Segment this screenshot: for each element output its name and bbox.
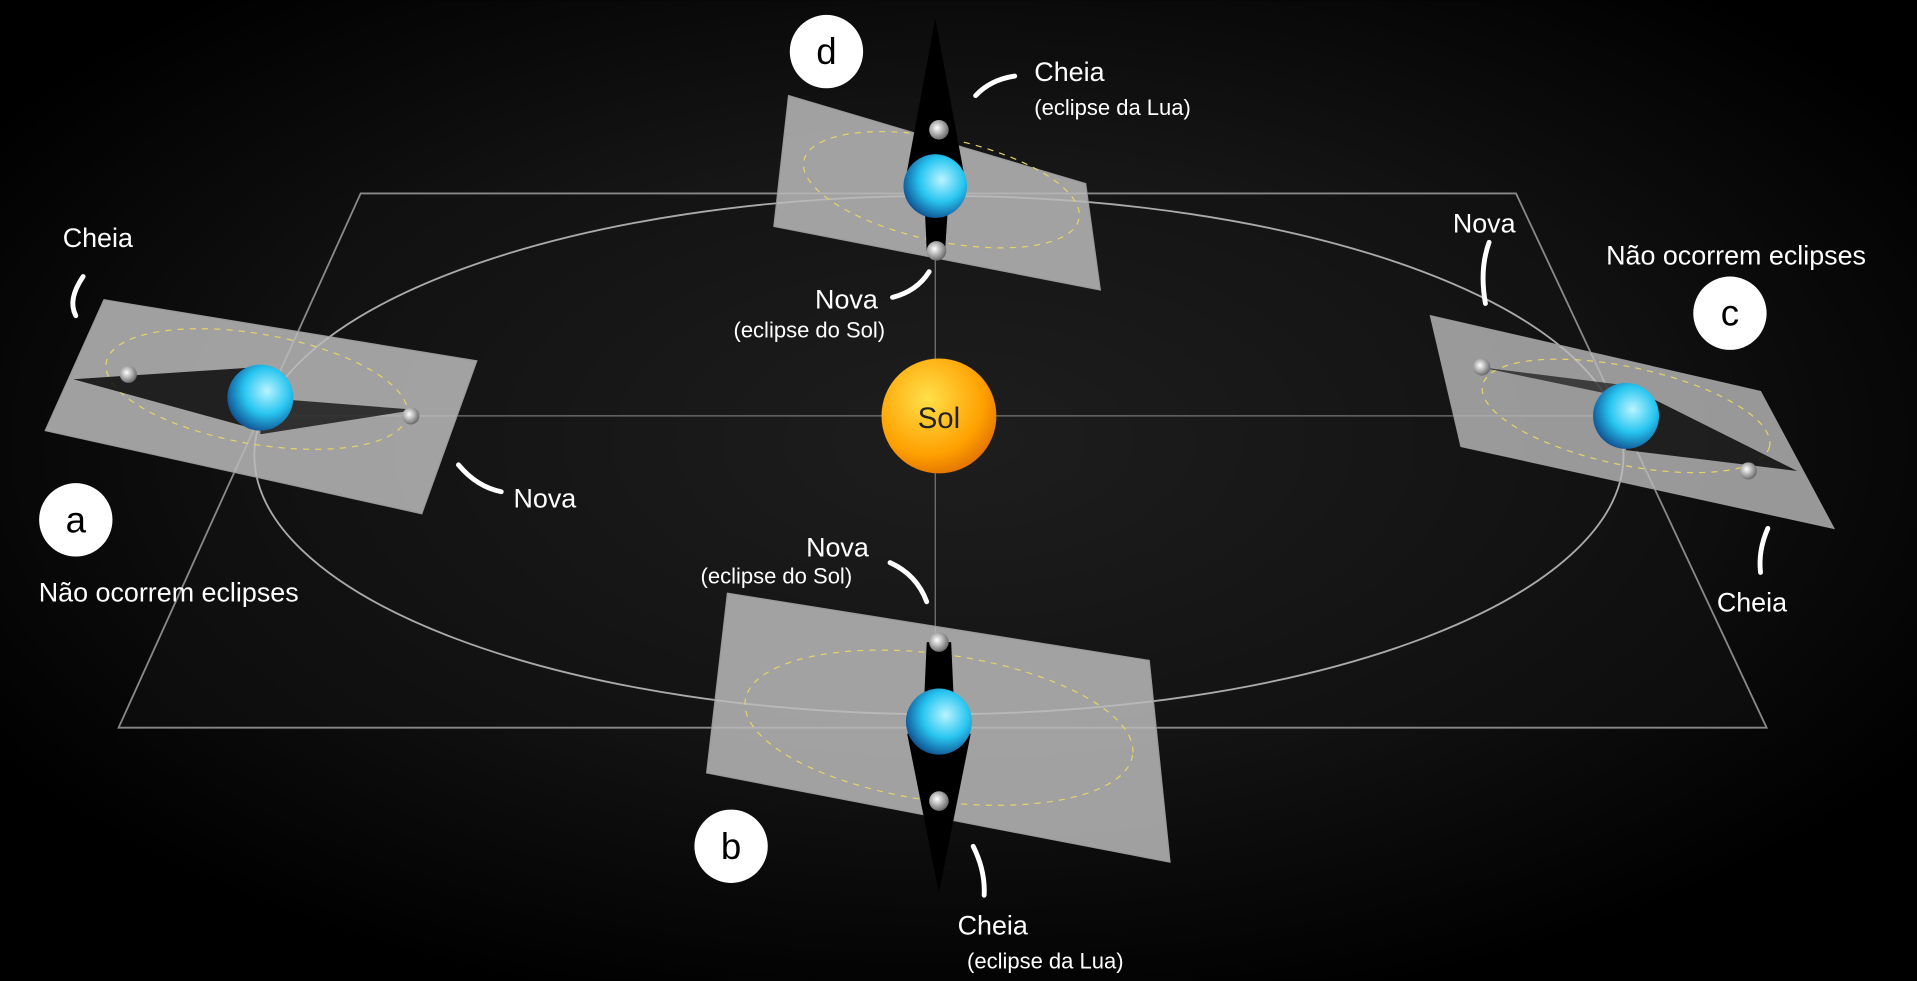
position-badge <box>1693 276 1767 350</box>
moon <box>929 791 949 811</box>
moon-orbit <box>802 131 1080 249</box>
moon <box>119 365 137 383</box>
arrow <box>456 462 504 495</box>
position-badge <box>694 809 768 883</box>
phase-label: Cheia <box>958 910 1028 940</box>
shadow-cone <box>904 18 966 184</box>
moon <box>929 632 949 652</box>
eclipse-note: (eclipse da Lua) <box>967 949 1124 974</box>
eclipse-note: (eclipse do Sol) <box>701 563 853 588</box>
arrow <box>973 73 1018 99</box>
phase-label: Nova <box>513 484 576 514</box>
shadow-cone <box>73 367 261 431</box>
position-letter: d <box>816 31 836 72</box>
moon <box>926 241 947 261</box>
position-letter: c <box>1721 293 1739 334</box>
earth <box>903 154 968 218</box>
shadow-cone <box>1626 385 1798 471</box>
moon-orbit <box>1481 358 1771 474</box>
arrow <box>887 560 930 605</box>
sun <box>881 358 997 474</box>
earth <box>1593 382 1660 449</box>
phase-label: Nova <box>806 533 869 563</box>
sun-label: Sol <box>918 402 960 435</box>
eclipse-note: (eclipse do Sol) <box>734 318 886 343</box>
shadow-cone <box>907 733 971 893</box>
moon <box>1473 358 1491 376</box>
shadow-cone <box>924 642 954 698</box>
position-letter: a <box>66 499 87 540</box>
earth <box>905 688 972 755</box>
moon <box>402 407 420 425</box>
phase-label: Nova <box>815 284 878 314</box>
shadow-cone <box>260 397 416 435</box>
eclipse-note: Não ocorrem eclipses <box>1606 240 1866 270</box>
earth <box>227 364 294 431</box>
eclipse-note: (eclipse da Lua) <box>1034 95 1191 120</box>
phase-label: Cheia <box>1034 57 1104 87</box>
position-letter: b <box>721 826 741 867</box>
arrow <box>70 274 86 319</box>
position-badge <box>789 14 864 89</box>
phase-label: Nova <box>1453 209 1516 239</box>
moon <box>929 120 949 140</box>
arrow <box>970 843 987 898</box>
phase-label: Cheia <box>1717 588 1787 618</box>
arrow <box>1480 239 1492 306</box>
position-badge <box>39 483 113 557</box>
phase-label: Cheia <box>63 223 133 253</box>
arrow <box>1757 525 1771 575</box>
arrow <box>890 269 932 300</box>
moon <box>1739 462 1757 480</box>
eclipse-note: Não ocorrem eclipses <box>39 578 299 608</box>
